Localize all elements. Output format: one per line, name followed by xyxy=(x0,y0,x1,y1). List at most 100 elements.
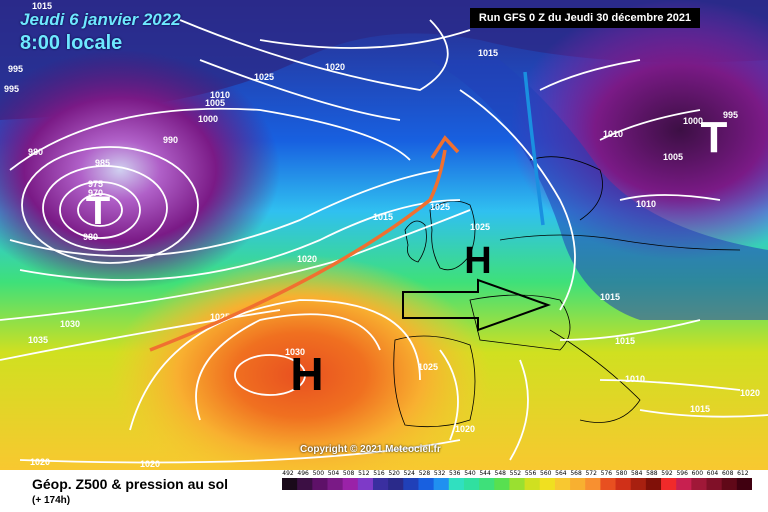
pressure-label: 1010 xyxy=(625,374,645,384)
warm-advection-arrow xyxy=(149,149,447,352)
pressure-label: 1020 xyxy=(455,424,475,434)
pressure-label: 1005 xyxy=(205,98,225,108)
legend-footer: Géop. Z500 & pression au sol (+ 174h) 49… xyxy=(0,470,768,512)
color-scale-swatch xyxy=(494,478,510,490)
color-scale-tick: 508 xyxy=(342,470,355,477)
high-pressure-field xyxy=(110,255,490,470)
color-scale-swatch xyxy=(282,478,298,490)
pressure-label: 1015 xyxy=(690,404,710,414)
isobars xyxy=(0,19,768,464)
color-scale-swatch xyxy=(297,478,313,490)
color-scale-tick: 532 xyxy=(433,470,446,477)
color-scale-swatch xyxy=(418,478,435,490)
color-scale-tick: 608 xyxy=(721,470,734,477)
color-scale-tick: 588 xyxy=(646,470,658,477)
color-scale-tick: 584 xyxy=(630,470,643,477)
high-pressure-center: H xyxy=(464,240,491,282)
color-scale-swatch xyxy=(691,478,708,490)
forecast-lead-time: (+ 174h) xyxy=(32,495,71,506)
color-scale-tick: 536 xyxy=(449,470,461,477)
color-scale-swatch xyxy=(463,478,480,490)
pressure-label: 980 xyxy=(28,147,43,157)
color-scale-tick: 516 xyxy=(373,470,385,477)
warm-advection-arrowhead xyxy=(430,135,460,159)
color-scale-swatch xyxy=(585,478,601,490)
pressure-label: 1030 xyxy=(60,319,80,329)
pressure-label: 995 xyxy=(8,64,23,74)
pressure-label: 1010 xyxy=(636,199,656,209)
color-scale-swatch xyxy=(736,478,752,490)
color-scale-swatch xyxy=(388,478,404,490)
pressure-label: 1025 xyxy=(430,202,450,212)
color-scale-tick: 612 xyxy=(737,470,749,477)
color-scale-tick: 552 xyxy=(509,470,522,477)
color-scale-swatch xyxy=(645,478,662,490)
color-scale-bar xyxy=(282,478,752,490)
color-scale-swatch xyxy=(570,478,586,490)
pressure-label: 1000 xyxy=(683,116,703,126)
color-scale-tick: 520 xyxy=(388,470,400,477)
pressure-label: 1025 xyxy=(470,222,490,232)
forecast-date: Jeudi 6 janvier 2022 xyxy=(20,10,181,29)
color-scale-tick: 560 xyxy=(540,470,552,477)
pressure-label: 970 xyxy=(88,188,103,198)
color-scale-swatch xyxy=(327,478,344,490)
pressure-label: 975 xyxy=(88,179,103,189)
color-scale-tick: 592 xyxy=(661,470,673,477)
pressure-label: 1025 xyxy=(254,72,274,82)
color-scale-tick: 564 xyxy=(555,470,567,477)
color-scale-swatch xyxy=(706,478,723,490)
weather-map: 1015995995102510201010100510009909809859… xyxy=(0,0,768,470)
color-scale-tick: 492 xyxy=(282,470,294,477)
color-scale-swatch xyxy=(357,478,374,490)
color-scale-tick: 544 xyxy=(479,470,491,477)
color-scale-swatch xyxy=(554,478,571,490)
color-scale-swatch xyxy=(615,478,632,490)
color-scale-tick: 540 xyxy=(464,470,476,477)
color-scale-swatch xyxy=(600,478,617,490)
pressure-centers: T T H H xyxy=(86,113,728,400)
low-pressure-field-west xyxy=(0,50,280,290)
pressure-label: 1020 xyxy=(30,457,50,467)
pressure-label: 1020 xyxy=(140,459,160,469)
high-pressure-center: H xyxy=(290,348,323,400)
color-scale-tick: 580 xyxy=(615,470,628,477)
pressure-label: 995 xyxy=(723,110,738,120)
pressure-label: 1010 xyxy=(210,90,230,100)
color-scale-tick: 528 xyxy=(418,470,431,477)
color-scale-swatch xyxy=(448,478,465,490)
color-scale-swatch xyxy=(524,478,541,490)
cold-air-arrow xyxy=(523,71,545,226)
color-scale-tick: 496 xyxy=(297,470,309,477)
pressure-label: 1025 xyxy=(418,362,438,372)
color-scale-tick: 572 xyxy=(585,470,597,477)
model-run-label: Run GFS 0 Z du Jeudi 30 décembre 2021 xyxy=(470,8,700,28)
pressure-label: 1005 xyxy=(663,152,683,162)
color-scale-tick: 576 xyxy=(600,470,613,477)
pressure-label: 1000 xyxy=(198,114,218,124)
pressure-label: 1025 xyxy=(210,312,230,322)
color-scale-tick: 512 xyxy=(358,470,370,477)
color-scale-labels: 492 496 500 504 508 512 516 520 524 528 532 536 540 5… xyxy=(282,470,752,480)
low-pressure-center: T xyxy=(701,113,728,162)
pressure-label: 985 xyxy=(95,158,110,168)
low-pressure-center: T xyxy=(86,189,110,233)
color-scale-swatch xyxy=(661,478,677,490)
block-flow-arrow xyxy=(402,278,551,332)
color-scale-tick: 524 xyxy=(403,470,415,477)
color-scale-tick: 556 xyxy=(524,470,537,477)
pressure-label: 1015 xyxy=(32,1,52,11)
pressure-label: 1020 xyxy=(740,388,760,398)
color-scale-tick: 604 xyxy=(706,470,719,477)
annotation-arrows xyxy=(149,71,551,352)
pressure-label: 1015 xyxy=(373,212,393,222)
color-scale-tick: 548 xyxy=(494,470,506,477)
color-scale-tick: 596 xyxy=(676,470,688,477)
color-scale-swatch xyxy=(342,478,359,490)
map-title: Géop. Z500 & pression au sol xyxy=(32,476,229,492)
color-scale-swatch xyxy=(479,478,495,490)
color-scale-swatch xyxy=(312,478,328,490)
pressure-label: 990 xyxy=(163,135,178,145)
pressure-label: 980 xyxy=(83,232,98,242)
